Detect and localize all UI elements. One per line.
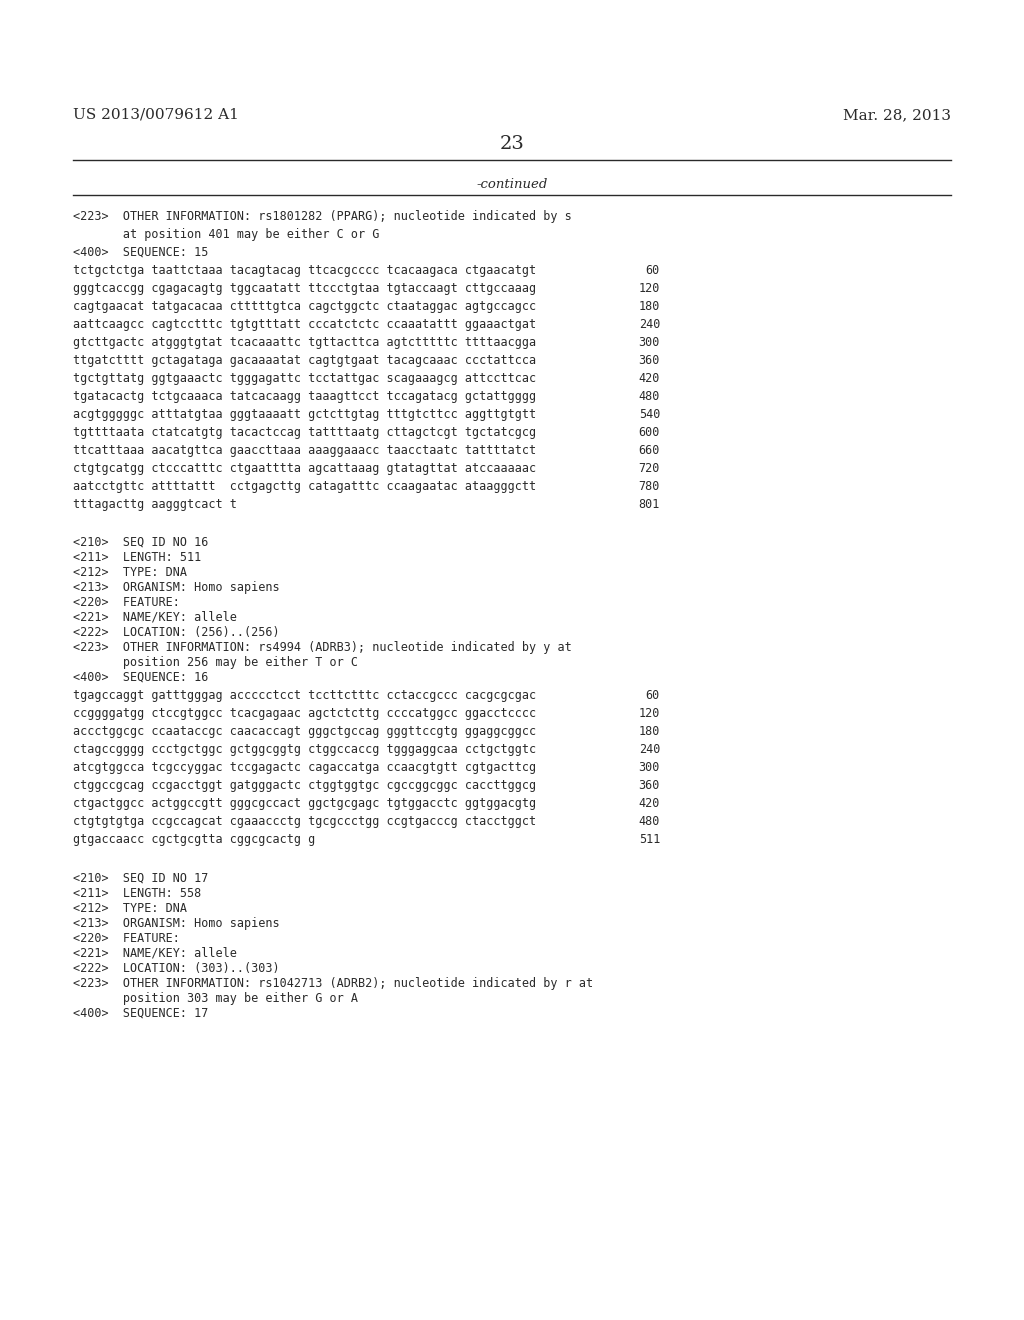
Text: <212>  TYPE: DNA: <212> TYPE: DNA [73,902,187,915]
Text: ctgtgtgtga ccgccagcat cgaaaccctg tgcgccctgg ccgtgacccg ctacctggct: ctgtgtgtga ccgccagcat cgaaaccctg tgcgccc… [73,814,537,828]
Text: <222>  LOCATION: (256)..(256): <222> LOCATION: (256)..(256) [73,626,280,639]
Text: 801: 801 [639,498,660,511]
Text: 420: 420 [639,797,660,810]
Text: 120: 120 [639,282,660,294]
Text: tctgctctga taattctaaa tacagtacag ttcacgcccc tcacaagaca ctgaacatgt: tctgctctga taattctaaa tacagtacag ttcacgc… [73,264,537,277]
Text: 240: 240 [639,318,660,331]
Text: 540: 540 [639,408,660,421]
Text: <223>  OTHER INFORMATION: rs1042713 (ADRB2); nucleotide indicated by r at: <223> OTHER INFORMATION: rs1042713 (ADRB… [73,977,593,990]
Text: 360: 360 [639,354,660,367]
Text: 480: 480 [639,389,660,403]
Text: 720: 720 [639,462,660,475]
Text: ccggggatgg ctccgtggcc tcacgagaac agctctcttg ccccatggcc ggacctcccc: ccggggatgg ctccgtggcc tcacgagaac agctctc… [73,708,537,719]
Text: <213>  ORGANISM: Homo sapiens: <213> ORGANISM: Homo sapiens [73,581,280,594]
Text: 660: 660 [639,444,660,457]
Text: <222>  LOCATION: (303)..(303): <222> LOCATION: (303)..(303) [73,962,280,975]
Text: atcgtggcca tcgccyggac tccgagactc cagaccatga ccaacgtgtt cgtgacttcg: atcgtggcca tcgccyggac tccgagactc cagacca… [73,762,537,774]
Text: <211>  LENGTH: 558: <211> LENGTH: 558 [73,887,202,900]
Text: ctgactggcc actggccgtt gggcgccact ggctgcgagc tgtggacctc ggtggacgtg: ctgactggcc actggccgtt gggcgccact ggctgcg… [73,797,537,810]
Text: 60: 60 [646,689,660,702]
Text: 480: 480 [639,814,660,828]
Text: <400>  SEQUENCE: 16: <400> SEQUENCE: 16 [73,671,208,684]
Text: 360: 360 [639,779,660,792]
Text: position 303 may be either G or A: position 303 may be either G or A [73,993,358,1005]
Text: tgttttaata ctatcatgtg tacactccag tattttaatg cttagctcgt tgctatcgcg: tgttttaata ctatcatgtg tacactccag tatttta… [73,426,537,440]
Text: 780: 780 [639,480,660,492]
Text: aatcctgttc attttattt  cctgagcttg catagatttc ccaagaatac ataagggctt: aatcctgttc attttattt cctgagcttg catagatt… [73,480,537,492]
Text: <210>  SEQ ID NO 17: <210> SEQ ID NO 17 [73,873,208,884]
Text: <221>  NAME/KEY: allele: <221> NAME/KEY: allele [73,611,237,624]
Text: <220>  FEATURE:: <220> FEATURE: [73,597,180,609]
Text: <212>  TYPE: DNA: <212> TYPE: DNA [73,566,187,579]
Text: ttcatttaaa aacatgttca gaaccttaaa aaaggaaacc taacctaatc tattttatct: ttcatttaaa aacatgttca gaaccttaaa aaaggaa… [73,444,537,457]
Text: ctgtgcatgg ctcccatttc ctgaatttta agcattaaag gtatagttat atccaaaaac: ctgtgcatgg ctcccatttc ctgaatttta agcatta… [73,462,537,475]
Text: at position 401 may be either C or G: at position 401 may be either C or G [73,228,379,242]
Text: <223>  OTHER INFORMATION: rs4994 (ADRB3); nucleotide indicated by y at: <223> OTHER INFORMATION: rs4994 (ADRB3);… [73,642,571,653]
Text: -continued: -continued [476,178,548,191]
Text: acgtgggggc atttatgtaa gggtaaaatt gctcttgtag tttgtcttcc aggttgtgtt: acgtgggggc atttatgtaa gggtaaaatt gctcttg… [73,408,537,421]
Text: 420: 420 [639,372,660,385]
Text: Mar. 28, 2013: Mar. 28, 2013 [843,108,951,121]
Text: 240: 240 [639,743,660,756]
Text: 300: 300 [639,337,660,348]
Text: tgatacactg tctgcaaaca tatcacaagg taaagttcct tccagatacg gctattgggg: tgatacactg tctgcaaaca tatcacaagg taaagtt… [73,389,537,403]
Text: <210>  SEQ ID NO 16: <210> SEQ ID NO 16 [73,536,208,549]
Text: ctggccgcag ccgacctggt gatgggactc ctggtggtgc cgccggcggc caccttggcg: ctggccgcag ccgacctggt gatgggactc ctggtgg… [73,779,537,792]
Text: ttgatctttt gctagataga gacaaaatat cagtgtgaat tacagcaaac ccctattcca: ttgatctttt gctagataga gacaaaatat cagtgtg… [73,354,537,367]
Text: 23: 23 [500,135,524,153]
Text: 180: 180 [639,300,660,313]
Text: ctagccgggg ccctgctggc gctggcggtg ctggccaccg tgggaggcaa cctgctggtc: ctagccgggg ccctgctggc gctggcggtg ctggcca… [73,743,537,756]
Text: 300: 300 [639,762,660,774]
Text: gtgaccaacc cgctgcgtta cggcgcactg g: gtgaccaacc cgctgcgtta cggcgcactg g [73,833,315,846]
Text: <211>  LENGTH: 511: <211> LENGTH: 511 [73,550,202,564]
Text: cagtgaacat tatgacacaa ctttttgtca cagctggctc ctaataggac agtgccagcc: cagtgaacat tatgacacaa ctttttgtca cagctgg… [73,300,537,313]
Text: accctggcgc ccaataccgc caacaccagt gggctgccag gggttccgtg ggaggcggcc: accctggcgc ccaataccgc caacaccagt gggctgc… [73,725,537,738]
Text: <400>  SEQUENCE: 17: <400> SEQUENCE: 17 [73,1007,208,1020]
Text: 60: 60 [646,264,660,277]
Text: 180: 180 [639,725,660,738]
Text: US 2013/0079612 A1: US 2013/0079612 A1 [73,108,239,121]
Text: aattcaagcc cagtcctttc tgtgtttatt cccatctctc ccaaatattt ggaaactgat: aattcaagcc cagtcctttc tgtgtttatt cccatct… [73,318,537,331]
Text: position 256 may be either T or C: position 256 may be either T or C [73,656,358,669]
Text: gtcttgactc atgggtgtat tcacaaattc tgttacttca agtctttttc ttttaacgga: gtcttgactc atgggtgtat tcacaaattc tgttact… [73,337,537,348]
Text: 600: 600 [639,426,660,440]
Text: 511: 511 [639,833,660,846]
Text: <223>  OTHER INFORMATION: rs1801282 (PPARG); nucleotide indicated by s: <223> OTHER INFORMATION: rs1801282 (PPAR… [73,210,571,223]
Text: <213>  ORGANISM: Homo sapiens: <213> ORGANISM: Homo sapiens [73,917,280,931]
Text: <221>  NAME/KEY: allele: <221> NAME/KEY: allele [73,946,237,960]
Text: gggtcaccgg cgagacagtg tggcaatatt ttccctgtaa tgtaccaagt cttgccaaag: gggtcaccgg cgagacagtg tggcaatatt ttccctg… [73,282,537,294]
Text: <220>  FEATURE:: <220> FEATURE: [73,932,180,945]
Text: <400>  SEQUENCE: 15: <400> SEQUENCE: 15 [73,246,208,259]
Text: tgctgttatg ggtgaaactc tgggagattc tcctattgac scagaaagcg attccttcac: tgctgttatg ggtgaaactc tgggagattc tcctatt… [73,372,537,385]
Text: tttagacttg aagggtcact t: tttagacttg aagggtcact t [73,498,237,511]
Text: 120: 120 [639,708,660,719]
Text: tgagccaggt gatttgggag accccctcct tccttctttc cctaccgccc cacgcgcgac: tgagccaggt gatttgggag accccctcct tccttct… [73,689,537,702]
